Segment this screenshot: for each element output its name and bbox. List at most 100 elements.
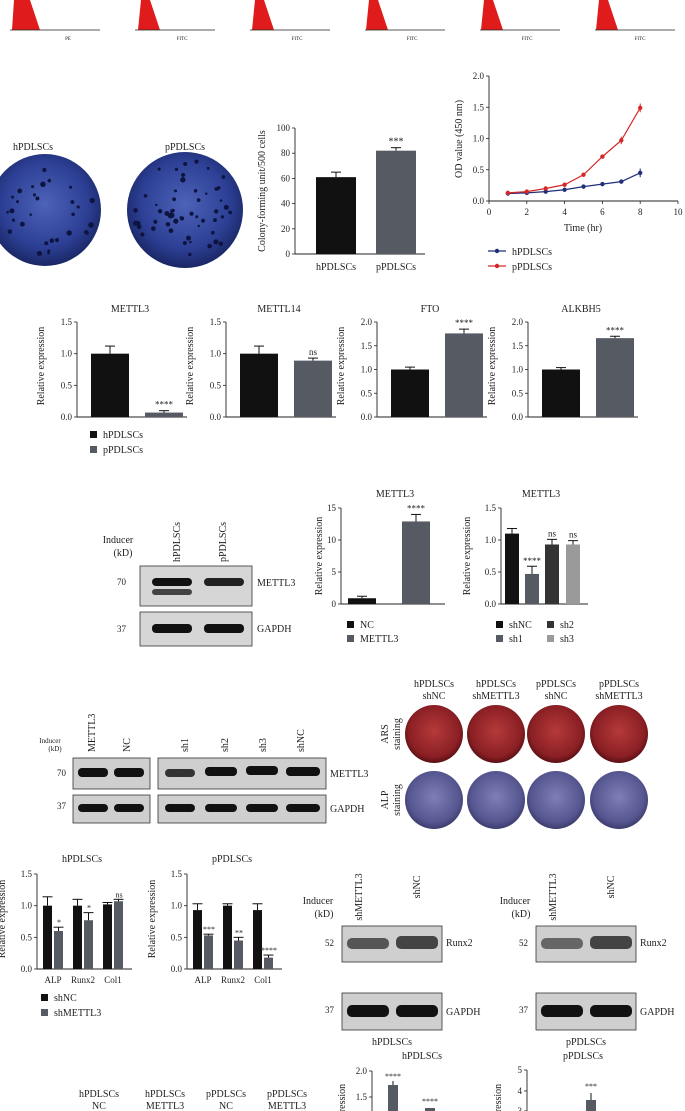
wb3-band-label: GAPDH	[640, 1007, 674, 1018]
significance-label: ***	[203, 925, 215, 934]
series-ppdlscs-line	[507, 107, 641, 194]
colony-dot	[206, 166, 210, 170]
stain-col-label: shNC	[423, 691, 446, 702]
y-tick-label: 1.0	[485, 535, 497, 545]
y-axis-label: Relative expression	[462, 517, 473, 596]
legend-swatch	[90, 446, 97, 453]
colony-dot	[174, 167, 179, 171]
osteo-chart-p: pPDLSCs 0.0 0.5 1.0 1.5 *** ALP ** Runx2 **** Col1…	[147, 854, 282, 985]
flow-xlabel: FITC	[522, 37, 534, 42]
bar	[234, 940, 243, 969]
wb1-kd: (kD)	[114, 548, 133, 559]
y-tick-label: 2.0	[361, 317, 373, 327]
legend-label: METTL3	[360, 634, 398, 645]
flow-xlabel: PE	[65, 37, 71, 42]
bar	[264, 957, 273, 969]
y-tick-label: 1.5	[361, 341, 373, 351]
expression-panels: METTL3 0.0 0.5 1.0 1.5 **** Relative expressio…	[36, 304, 638, 456]
histogram-peak	[252, 0, 274, 30]
ars-plate	[590, 705, 648, 763]
alp-plate	[467, 771, 525, 829]
wb3-band-label: GAPDH	[446, 1007, 480, 1018]
y-tick-label: 5	[518, 1065, 523, 1075]
flow-histogram-5: FITC	[480, 0, 560, 42]
legend-label: hPDLSCs	[512, 247, 552, 258]
colony-dot	[19, 221, 25, 227]
legend-label: shNC	[509, 620, 532, 631]
knockdown-chart: METTL3 0.0 0.5 1.0 1.5 **** ns ns Relative expre…	[462, 489, 588, 645]
y-tick-label: 0.0	[171, 964, 183, 974]
panel-title: METTL3	[522, 489, 560, 500]
y-tick-label: 0.5	[485, 567, 497, 577]
x-tick-label: 8	[638, 207, 643, 217]
y-axis-label: Colony-forming unit/500 cells	[257, 130, 268, 252]
bar	[43, 905, 52, 969]
y-tick-label: 1.0	[210, 349, 222, 359]
significance-label: ****	[261, 946, 277, 955]
x-tick-label: 10	[674, 207, 684, 217]
colony-dot	[201, 218, 206, 223]
stain-row-label: staining	[392, 784, 403, 816]
colony-dot	[186, 235, 191, 241]
bar	[145, 412, 183, 417]
bar	[445, 333, 483, 417]
y-tick-label: 1.5	[356, 1092, 368, 1102]
bar	[586, 1100, 596, 1111]
legend-label: NC	[360, 620, 374, 631]
y-tick-label: 1.0	[21, 901, 33, 911]
colony-dot	[180, 177, 186, 183]
band	[165, 804, 195, 812]
legend-swatch	[547, 635, 554, 642]
colony-dot	[219, 199, 223, 202]
band	[114, 768, 144, 777]
bar	[294, 360, 332, 417]
y-tick-label: 0.5	[512, 388, 524, 398]
wb2-lane: shNC	[296, 729, 307, 752]
wb3-caption: pPDLSCs	[566, 1037, 606, 1048]
series-ppdlscs-point	[524, 189, 529, 194]
colony-dot	[182, 240, 187, 245]
y-tick-label: 1.5	[512, 341, 524, 351]
colony-dot	[71, 212, 75, 217]
colony-dot	[31, 185, 34, 189]
bottom-col-label: NC	[219, 1101, 233, 1111]
x-category-label: Col1	[104, 975, 122, 985]
wb3-lane: shMETTL3	[548, 873, 559, 920]
colony-dot	[42, 167, 47, 173]
bar	[240, 353, 278, 417]
flow-histogram-strip: PE FITC FITC FITC FITC FITC	[10, 0, 675, 42]
y-tick-label: 1.5	[485, 503, 497, 513]
band	[541, 1005, 583, 1017]
significance-label: ****	[407, 503, 426, 513]
growth-curve-chart: 0.0 0.5 1.0 1.5 2.0 0 2 4 6 8 10 Time (hr) OD value …	[454, 71, 683, 273]
ars-plate	[527, 705, 585, 763]
band	[152, 624, 192, 633]
panel-title: METTL14	[257, 304, 300, 315]
legend-label: shMETTL3	[54, 1008, 101, 1019]
y-tick-label: 4	[518, 1086, 523, 1096]
bar	[204, 935, 213, 969]
panel-title: ALKBH5	[561, 304, 600, 315]
colony-dot	[151, 226, 156, 231]
y-tick-label: 100	[277, 123, 291, 133]
panel-title: METTL3	[111, 304, 149, 315]
bar	[566, 544, 580, 604]
series-ppdlscs-point	[543, 186, 548, 191]
band	[347, 938, 389, 949]
colony-dot	[47, 178, 51, 183]
colony-dot	[213, 239, 219, 245]
wb3-kd: (kD)	[512, 909, 531, 920]
y-tick-label: 0.5	[61, 380, 73, 390]
stain-col-label: pPDLSCs	[599, 679, 639, 690]
y-tick-label: 0.0	[21, 964, 33, 974]
y-tick-label: 1.5	[21, 869, 33, 879]
alp-plate	[590, 771, 648, 829]
series-hpdlscs-point	[619, 179, 624, 184]
band	[396, 1005, 438, 1017]
colony-dot	[221, 175, 226, 179]
overexpression-chart: METTL3 0 5 10 15 **** Relative expression NC MET…	[314, 489, 445, 645]
bar	[103, 904, 112, 969]
x-category-label: Runx2	[221, 975, 245, 985]
colony-dot	[88, 222, 94, 228]
